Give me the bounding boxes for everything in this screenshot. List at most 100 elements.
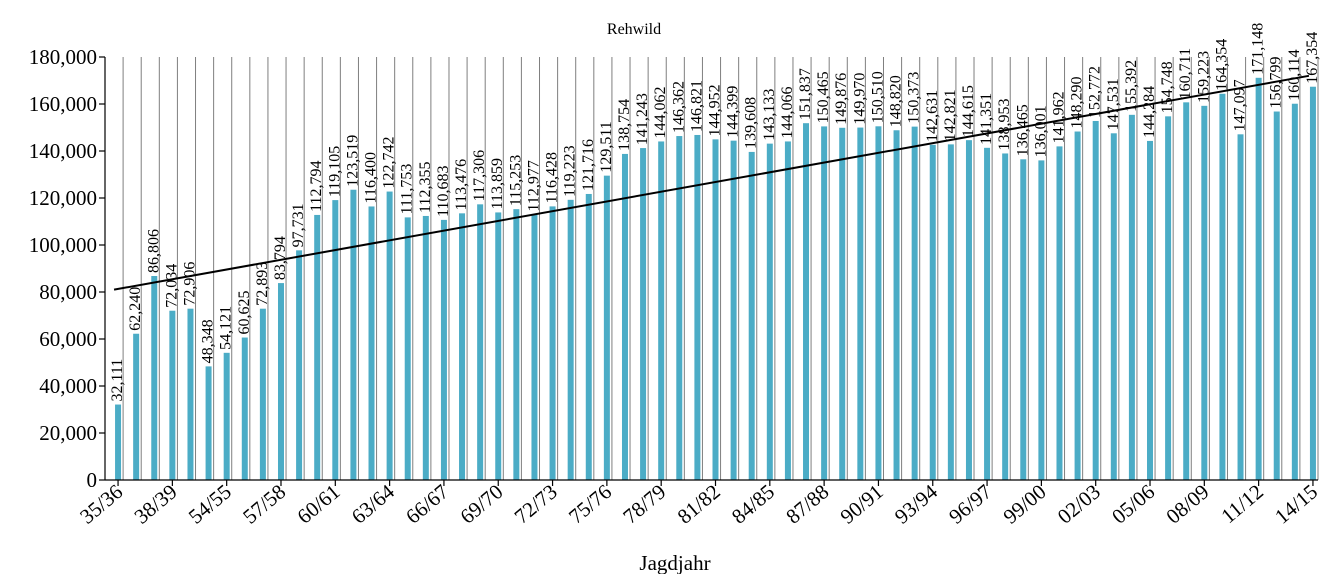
data-label: 48,348 — [200, 319, 217, 363]
bar — [1056, 146, 1063, 481]
bar — [1201, 105, 1208, 480]
data-label: 160,114 — [1286, 49, 1303, 100]
data-label: 112,794 — [308, 161, 325, 212]
y-tick-label: 0 — [87, 468, 98, 492]
data-label: 155,392 — [1123, 60, 1140, 112]
bar — [658, 141, 665, 481]
x-tick-label: 60/61 — [292, 479, 344, 528]
bar — [694, 134, 701, 481]
bar — [1183, 102, 1190, 480]
data-label: 148,290 — [1069, 77, 1086, 129]
data-label: 122,742 — [381, 137, 398, 189]
bar — [422, 215, 429, 480]
x-tick-label: 81/82 — [673, 479, 725, 528]
bar — [875, 126, 882, 480]
bar — [1020, 159, 1027, 480]
bar — [404, 217, 411, 481]
data-label: 119,105 — [326, 146, 343, 197]
bar — [314, 214, 321, 481]
x-tick-label: 14/15 — [1270, 479, 1322, 528]
data-label: 60,625 — [236, 291, 253, 335]
bar — [640, 148, 647, 480]
y-tick-label: 160,000 — [29, 92, 97, 116]
bar — [1309, 86, 1316, 480]
x-axis-ticks: 35/36 38/39 54/55 57/58 60/61 63/64 66/67 69/70… — [75, 479, 1322, 528]
data-label: 139,608 — [743, 97, 760, 149]
bar — [440, 219, 447, 480]
bar — [296, 250, 303, 480]
bar — [585, 193, 592, 480]
data-label: 141,962 — [1050, 91, 1067, 143]
bar — [187, 308, 194, 480]
data-label: 116,400 — [363, 152, 380, 203]
data-label: 156,799 — [1268, 57, 1285, 109]
x-tick-label: 93/94 — [890, 479, 942, 528]
bar — [712, 139, 719, 480]
data-label: 144,066 — [779, 86, 796, 138]
data-label: 164,354 — [1213, 39, 1230, 91]
data-label: 144,615 — [960, 85, 977, 137]
data-label: 72,893 — [254, 262, 271, 306]
x-tick-label: 11/12 — [1216, 479, 1267, 528]
x-tick-label: 08/09 — [1161, 479, 1213, 528]
bar — [368, 206, 375, 480]
bar — [151, 276, 158, 480]
bar — [549, 206, 556, 480]
bar — [259, 308, 266, 480]
data-label: 119,223 — [562, 145, 579, 196]
bar — [386, 191, 393, 480]
data-label: 123,519 — [344, 135, 361, 187]
bar — [115, 404, 122, 480]
data-label: 147,531 — [1105, 78, 1122, 130]
y-tick-label: 100,000 — [29, 233, 97, 257]
bar — [1110, 133, 1117, 480]
data-label: 150,373 — [906, 72, 923, 124]
bar — [803, 123, 810, 481]
bar — [821, 126, 828, 480]
data-label: 32,111 — [109, 359, 126, 402]
bar — [332, 200, 339, 480]
data-label: 72,034 — [163, 264, 180, 308]
data-label: 144,062 — [652, 86, 669, 138]
data-label: 72,906 — [181, 262, 198, 306]
data-label: 141,351 — [978, 93, 995, 145]
bar — [984, 147, 991, 481]
data-label: 146,821 — [688, 80, 705, 132]
x-tick-label: 90/91 — [836, 479, 888, 528]
bar — [784, 141, 791, 481]
y-tick-label: 20,000 — [39, 421, 97, 445]
data-label: 143,133 — [761, 89, 778, 141]
bars — [115, 77, 1316, 481]
bar — [839, 127, 846, 481]
bar — [857, 127, 864, 481]
bar — [1128, 114, 1135, 480]
data-label: 142,821 — [942, 89, 959, 141]
bar — [929, 144, 936, 481]
x-tick-label: 84/85 — [727, 479, 779, 528]
bar — [531, 214, 538, 481]
bar — [748, 151, 755, 480]
y-tick-label: 80,000 — [39, 280, 97, 304]
bar — [459, 213, 466, 480]
bar — [241, 337, 248, 480]
x-tick-label: 87/88 — [781, 479, 833, 528]
data-label: 159,223 — [1195, 51, 1212, 103]
y-tick-label: 120,000 — [29, 186, 97, 210]
bar — [1255, 77, 1262, 481]
data-label: 54,121 — [218, 306, 235, 350]
bar — [477, 204, 484, 480]
data-label: 142,631 — [924, 90, 941, 142]
data-label: 150,465 — [815, 71, 832, 123]
data-label: 62,240 — [127, 287, 144, 331]
data-label: 154,748 — [1159, 61, 1176, 113]
bar — [1002, 153, 1009, 480]
bar — [277, 283, 284, 480]
x-tick-label: 99/00 — [999, 479, 1051, 528]
data-label: 112,977 — [525, 160, 542, 211]
x-tick-label: 66/67 — [401, 479, 453, 528]
x-tick-label: 96/97 — [944, 479, 996, 528]
bar — [911, 126, 918, 481]
x-axis-title: Jagdjahr — [639, 551, 710, 574]
data-label: 136,465 — [1014, 104, 1031, 156]
